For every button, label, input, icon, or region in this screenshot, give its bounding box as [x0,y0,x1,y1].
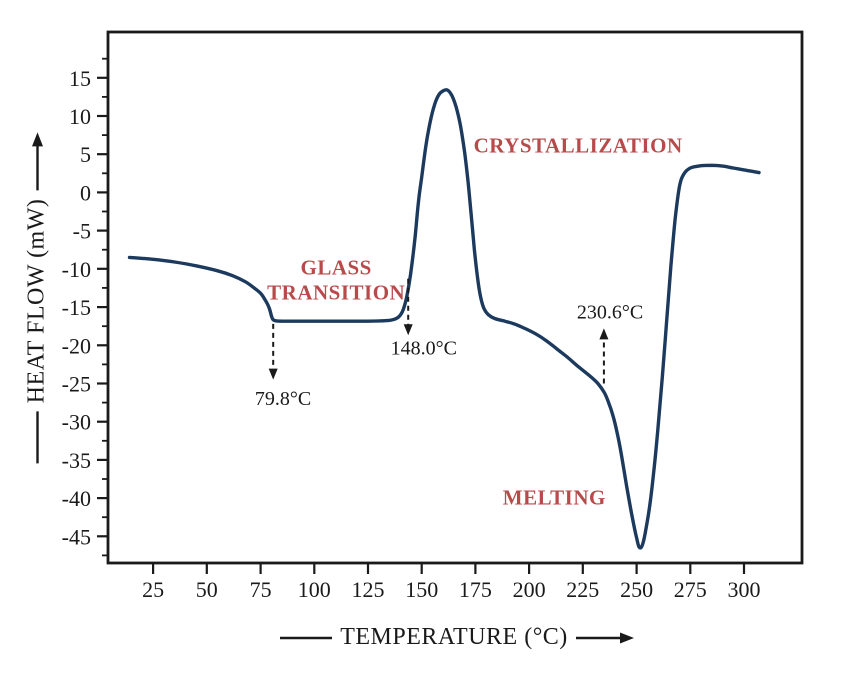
x-tick-label: 225 [566,577,599,602]
x-tick-label: 150 [405,577,438,602]
y-tick-label: 5 [80,142,91,167]
y-tick-label: 10 [69,104,91,129]
y-tick-label: -45 [62,524,91,549]
x-tick-label: 125 [352,577,385,602]
x-tick-label: 25 [142,577,164,602]
y-tick-label: -10 [62,257,91,282]
y-tick-label: -35 [62,448,91,473]
x-axis-label: TEMPERATURE (°C) [340,624,568,650]
x-tick-label: 175 [459,577,492,602]
annotation-arrowhead [403,324,413,336]
x-tick-label: 300 [728,577,761,602]
region-label: MELTING [503,485,606,509]
y-tick-label: -40 [62,486,91,511]
plot-border [106,30,804,565]
peak-temperature-label: 79.8°C [255,388,311,410]
peak-temperature-label: 230.6°C [577,302,643,324]
y-tick-label: -15 [62,295,91,320]
annotation-arrowhead [599,328,609,340]
y-tick-label: -25 [62,372,91,397]
right-arrow-icon [575,632,634,643]
y-tick-label: -30 [62,410,91,435]
y-axis-title: HEAT FLOW (mW) [24,132,51,465]
y-tick-label: -5 [73,219,91,244]
x-tick-label: 250 [620,577,653,602]
annotation-arrowhead [268,368,278,380]
axis-lead-line [35,411,39,464]
y-tick-label: 15 [69,66,91,91]
x-tick-label: 200 [513,577,546,602]
x-tick-label: 50 [196,577,218,602]
y-axis-label: HEAT FLOW (mW) [23,198,50,404]
axis-lead-line [280,636,333,639]
region-label: GLASS TRANSITION [267,256,405,305]
dsc-curve [127,88,761,550]
x-axis-title: TEMPERATURE (°C) [110,624,804,651]
up-arrow-icon [31,132,43,191]
x-tick-label: 100 [298,577,331,602]
x-tick-label: 275 [674,577,707,602]
x-tick-label: 75 [250,577,272,602]
y-tick-label: -20 [62,333,91,358]
y-tick-label: 0 [80,180,91,205]
peak-temperature-label: 148.0°C [391,338,457,360]
region-label: CRYSTALLIZATION [474,134,683,158]
